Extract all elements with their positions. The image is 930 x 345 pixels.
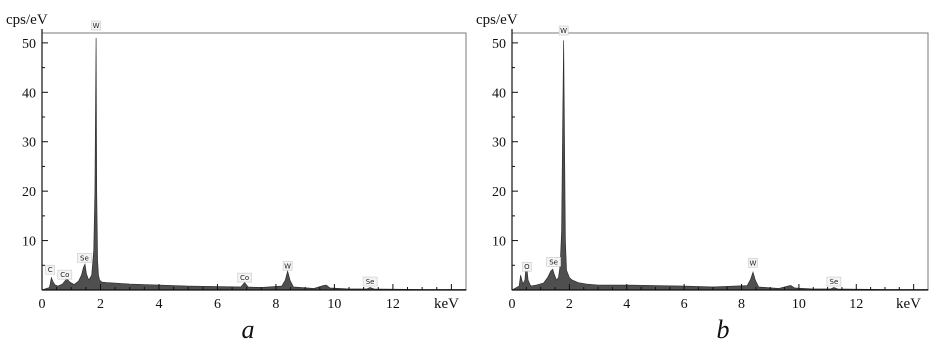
panel-a-y-tick-label: 30 [22, 136, 36, 151]
panel-a-y-tick-label: 10 [22, 235, 36, 250]
panel-b-x-tick-label: 8 [738, 297, 745, 312]
panel-b-peak-label: W [560, 27, 567, 35]
panel-a-peak-label: C [48, 266, 53, 274]
panel-b-y-axis-title: cps/eV [476, 12, 518, 28]
panel-a-y-tick-label: 40 [22, 86, 36, 101]
panel-a-y-tick-label: 50 [22, 37, 36, 52]
panel-b-x-tick-label: 4 [623, 297, 630, 312]
panel-a-peak-label-box [282, 260, 293, 271]
panel-b-x-tick-label: 10 [792, 297, 806, 312]
panel-b: 0 2 4 6 8 10 12 10 20 30 40 50 cps/eV keV O Se W W Se b [476, 12, 929, 344]
panel-a-peak-label-box [57, 269, 73, 280]
panel-b-x-tick-label: 0 [509, 297, 516, 312]
panel-a-peak-label: Co [240, 274, 249, 282]
panel-a-peak-label: W [93, 22, 100, 30]
panel-a: 0 2 4 6 8 10 12 10 20 30 40 50 cps/eV keV C Co Se W Co W Se a [6, 12, 467, 344]
panel-a-peak-label: Se [80, 254, 89, 262]
panel-a-x-axis-title: keV [434, 296, 459, 312]
panel-b-x-tick-label: 2 [566, 297, 573, 312]
panel-a-peak-label-box [77, 253, 92, 263]
panel-b-y-tick-label: 30 [492, 136, 506, 151]
panel-b-caption: b [717, 315, 730, 344]
panel-b-x-axis-title: keV [896, 296, 921, 312]
panel-a-caption: a [242, 315, 255, 344]
panel-b-peak-label-box [558, 25, 569, 36]
panel-a-peak-label: Co [60, 271, 69, 279]
panel-b-spectrum [511, 40, 929, 291]
panel-a-x-tick-label: 6 [214, 297, 221, 312]
panel-b-x-tick-label: 12 [849, 297, 863, 312]
panel-b-y-tick-label: 40 [492, 86, 506, 101]
panel-a-y-axis-title: cps/eV [6, 12, 48, 28]
panel-b-peak-label: W [750, 259, 757, 267]
panel-a-x-tick-label: 8 [272, 297, 279, 312]
panel-a-peak-label-box [237, 272, 252, 283]
panel-a-x-tick-label: 4 [155, 297, 162, 312]
panel-a-peak-label: W [284, 262, 291, 270]
panel-a-x-tick-label: 12 [386, 297, 400, 312]
panel-a-x-tick-label: 2 [97, 297, 104, 312]
panel-b-peak-label-box [748, 257, 758, 268]
panel-a-y-tick-label: 20 [22, 185, 36, 200]
panel-b-peak-label-box [522, 261, 532, 272]
panel-b-peak-label-box [546, 256, 561, 267]
panel-a-x-tick-label: 0 [39, 297, 46, 312]
panel-b-peak-label-box [826, 276, 842, 287]
panel-b-y-tick-label: 20 [492, 185, 506, 200]
panel-b-peak-label: Se [549, 258, 558, 266]
panel-a-peak-label-box [362, 276, 378, 287]
panel-a-plot-frame [41, 32, 467, 291]
panel-a-peak-label-box [91, 20, 101, 31]
panel-a-peak-label: Se [366, 278, 375, 286]
panel-b-plot-frame [511, 32, 929, 291]
panel-b-y-tick-label: 50 [492, 37, 506, 52]
panel-b-peak-label: Se [830, 278, 839, 286]
panel-b-x-tick-label: 6 [681, 297, 688, 312]
panel-a-peak-label-box [45, 264, 55, 275]
panel-a-x-tick-label: 10 [327, 297, 341, 312]
panel-b-y-tick-label: 10 [492, 235, 506, 250]
panel-a-spectrum [41, 37, 467, 291]
panel-b-peak-label: O [524, 263, 530, 271]
